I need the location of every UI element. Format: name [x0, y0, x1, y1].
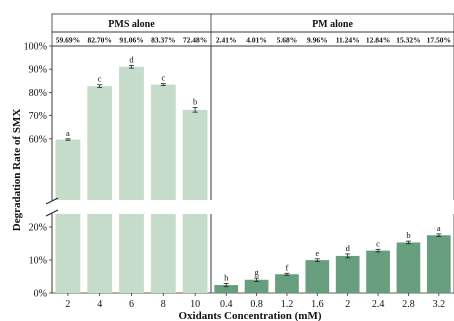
x-axis-title: Oxidants Concentration (mM) — [179, 310, 322, 321]
error-bar — [254, 277, 260, 282]
value-label: 91.06% — [119, 36, 143, 45]
significance-letter: g — [254, 267, 259, 277]
value-label: 9.96% — [307, 36, 328, 45]
significance-letter: a — [66, 128, 70, 138]
error-bar — [65, 138, 71, 141]
x-tick-label: 0.4 — [220, 299, 233, 310]
bar — [87, 86, 113, 293]
bar — [335, 255, 360, 293]
bar — [426, 235, 451, 293]
significance-letter: f — [286, 262, 289, 272]
x-tick-label: 1.2 — [281, 299, 294, 310]
x-tick-label: 0.8 — [250, 299, 263, 310]
bar — [55, 139, 81, 293]
y-tick-label: 100% — [24, 42, 47, 53]
axis-break-mark — [45, 46, 212, 293]
significance-letter: e — [315, 248, 319, 258]
error-bar — [405, 240, 411, 245]
panel-header: PMS alone — [108, 19, 155, 30]
y-tick-label: 0% — [34, 289, 47, 300]
significance-letter: c — [98, 74, 102, 84]
value-label: 15.32% — [396, 36, 420, 45]
error-bar — [375, 248, 381, 253]
y-axis-title: Degradation Rate of SMX — [11, 109, 23, 232]
significance-letter: d — [129, 54, 134, 64]
plot-frame — [51, 45, 454, 294]
x-tick-label: 2.4 — [372, 299, 385, 310]
significance-letter: h — [224, 272, 229, 282]
value-label: 72.48% — [183, 36, 207, 45]
bar — [305, 260, 330, 293]
significance-letter: d — [346, 243, 351, 253]
bar — [275, 274, 299, 293]
bar — [396, 242, 421, 293]
y-tick-label: 60% — [29, 134, 47, 145]
error-bar — [436, 233, 442, 237]
y-tick-label: 90% — [29, 65, 47, 76]
x-tick-label: 4 — [97, 299, 102, 310]
value-label: 82.70% — [88, 36, 112, 45]
value-label: 59.69% — [56, 36, 80, 45]
value-label: 4.01% — [246, 36, 267, 45]
x-tick-label: 10 — [190, 299, 200, 310]
value-label: 83.37% — [151, 36, 175, 45]
error-bar — [284, 272, 290, 276]
significance-letter: a — [437, 223, 441, 233]
x-tick-label: 6 — [129, 299, 134, 310]
bar — [244, 279, 269, 293]
x-tick-label: 2.8 — [402, 299, 415, 310]
x-tick-label: 3.2 — [433, 299, 446, 310]
significance-letter: c — [161, 73, 165, 83]
error-bar — [314, 258, 320, 262]
panel-header: PM alone — [312, 19, 353, 30]
error-bar — [160, 83, 166, 86]
bar — [214, 285, 239, 293]
x-tick-label: 2 — [65, 299, 70, 310]
significance-letter: c — [376, 238, 380, 248]
error-bar — [192, 107, 198, 113]
significance-letter: b — [193, 97, 197, 107]
bar — [366, 250, 390, 293]
x-tick-label: 1.6 — [311, 299, 324, 310]
error-bar — [223, 282, 229, 288]
error-bar — [97, 84, 103, 88]
value-label: 12.84% — [366, 36, 390, 45]
significance-letter: b — [406, 230, 410, 240]
error-bar — [345, 253, 351, 259]
error-bar — [129, 64, 134, 69]
axis-break-gap — [45, 200, 454, 214]
y-tick-label: 20% — [29, 223, 47, 234]
bar — [150, 84, 176, 293]
value-label: 17.50% — [427, 36, 451, 45]
x-tick-label: 2 — [345, 299, 350, 310]
value-label: 5.68% — [277, 36, 298, 45]
y-tick-label: 10% — [29, 256, 47, 267]
y-tick-label: 70% — [29, 111, 47, 122]
value-label: 11.24% — [336, 36, 360, 45]
y-tick-label: 80% — [29, 88, 47, 99]
value-label: 2.41% — [216, 36, 237, 45]
bar — [119, 66, 144, 293]
x-tick-label: 8 — [161, 299, 166, 310]
